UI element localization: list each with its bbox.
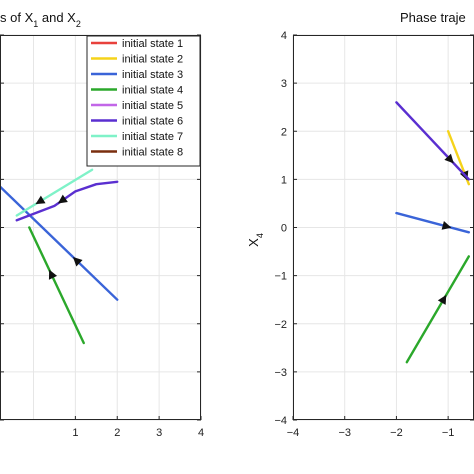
left-chart-title: s of X1 and X2: [0, 10, 81, 29]
legend-label: initial state 1: [122, 38, 183, 50]
trajectory-arrow: [444, 153, 454, 164]
y-tick-label: −2: [274, 319, 287, 331]
legend-label: initial state 5: [122, 100, 183, 112]
x-tick-label: −2: [390, 427, 403, 439]
y-tick-label: 1: [281, 174, 287, 186]
x-tick-label: 4: [198, 427, 204, 439]
legend-label: initial state 3: [122, 69, 183, 81]
legend: initial state 1 initial state 2 initial st…: [86, 35, 201, 167]
y-tick-label: 2: [281, 126, 287, 138]
x-tick-label: −4: [287, 427, 300, 439]
trajectory-arrow: [48, 269, 58, 280]
series-line: [15, 168, 94, 217]
right-series-group: [395, 101, 471, 364]
legend-label: initial state 8: [122, 147, 183, 159]
x-tick-label: 1: [72, 427, 78, 439]
trajectory-arrow: [57, 194, 68, 204]
left-tick-labels: 1 2 3 4: [72, 427, 204, 439]
y-tick-label: 0: [281, 223, 287, 235]
trajectory-arrow: [35, 195, 46, 205]
x-tick-label: −1: [442, 427, 455, 439]
legend-label: initial state 4: [122, 85, 183, 97]
right-tick-labels: −4 −3 −2 −1 −4 −3 −2 −1 0 1 2 3 4: [274, 30, 454, 439]
legend-label: initial state 2: [122, 54, 183, 66]
x-tick-label: 3: [156, 427, 162, 439]
y-tick-label: 3: [281, 78, 287, 90]
series-line: [15, 180, 119, 222]
legend-label: initial state 6: [122, 116, 183, 128]
x-tick-label: −3: [338, 427, 351, 439]
right-chart-title: Phase traje: [400, 10, 466, 25]
y-tick-label: −1: [274, 271, 287, 283]
series-line: [395, 101, 471, 181]
left-series-group: [0, 168, 119, 345]
series-line: [395, 211, 471, 234]
x-tick-label: 2: [114, 427, 120, 439]
series-line: [28, 226, 85, 345]
y-tick-label: −4: [274, 415, 287, 427]
y-tick-label: −3: [274, 367, 287, 379]
legend-label: initial state 7: [122, 131, 183, 143]
y-tick-label: 4: [281, 30, 287, 42]
series-line: [405, 255, 471, 364]
trajectory-arrow: [437, 294, 447, 305]
right-y-axis-label: X4: [246, 233, 265, 247]
series-line: [0, 185, 119, 301]
trajectory-arrow: [72, 256, 83, 267]
right-chart: Phase traje X4 −4 −3 −2 −1 −4 −3 −2 −1 0 1 2 3 4: [246, 10, 474, 439]
trajectory-arrow: [441, 221, 452, 230]
